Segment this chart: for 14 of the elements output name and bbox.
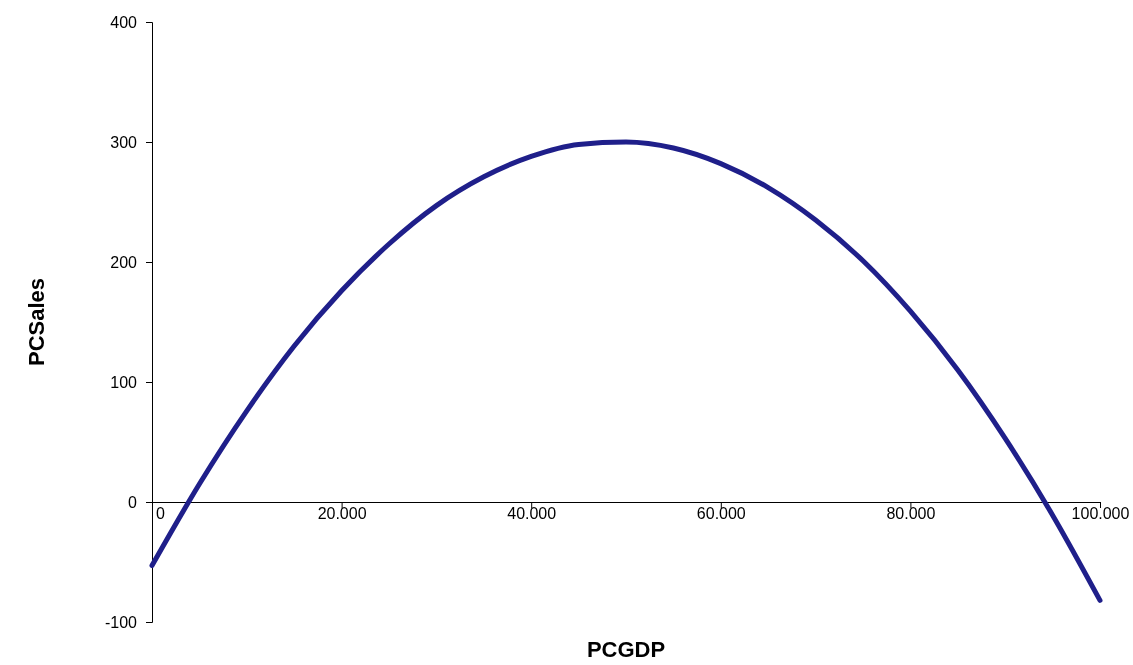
x-axis-title: PCGDP <box>586 637 666 662</box>
x-tick-label: 60.000 <box>696 505 746 522</box>
x-tick-label: 100.000 <box>1071 505 1130 522</box>
x-tick-label: 40.000 <box>507 505 557 522</box>
y-tick-label: 100 <box>110 373 138 391</box>
y-axis-title: PCSales <box>24 277 49 367</box>
y-tick-label: 400 <box>110 13 138 31</box>
x-tick-label: 80.000 <box>886 505 936 522</box>
y-tick-label: -100 <box>104 613 138 631</box>
y-tick-label: 0 <box>128 493 138 511</box>
x-tick-label: 0 <box>156 505 166 522</box>
y-tick-label: 300 <box>110 133 138 151</box>
y-tick-label: 200 <box>110 253 138 271</box>
x-tick-label: 20.000 <box>317 505 367 522</box>
